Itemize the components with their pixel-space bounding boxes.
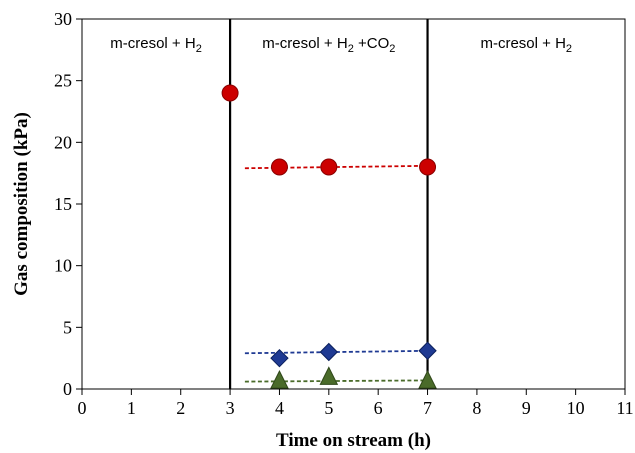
x-tick-label: 10 bbox=[567, 398, 585, 418]
trend-line bbox=[244, 379, 433, 383]
chart-labels: Time on stream (h) Gas composition (kPa) m… bbox=[11, 35, 572, 451]
region-label: m-cresol + H2 +CO2 bbox=[262, 35, 395, 55]
x-tick-label: 3 bbox=[226, 398, 235, 418]
data-point bbox=[418, 341, 437, 360]
axes: 0 1 2 3 4 5 6 7 8 9 10 11 0 5 10 15 20 25 30 bbox=[54, 9, 634, 418]
series-triangle bbox=[244, 366, 437, 389]
data-point bbox=[319, 342, 339, 362]
y-tick-label: 25 bbox=[54, 71, 72, 91]
x-tick-label: 11 bbox=[616, 398, 633, 418]
data-point bbox=[319, 366, 339, 385]
x-tick-label: 4 bbox=[275, 398, 284, 418]
y-axis-title: Gas composition (kPa) bbox=[11, 112, 32, 296]
data-point bbox=[270, 348, 289, 368]
trend-line bbox=[244, 349, 433, 355]
x-axis-title: Time on stream (h) bbox=[276, 430, 431, 451]
x-tick-label: 5 bbox=[324, 398, 333, 418]
x-tick-label: 0 bbox=[78, 398, 87, 418]
x-tick-label: 6 bbox=[374, 398, 383, 418]
region-label: m-cresol + H2 bbox=[110, 35, 202, 55]
plot-area bbox=[81, 18, 626, 390]
series-diamond bbox=[244, 341, 437, 368]
x-tick-label: 9 bbox=[522, 398, 531, 418]
x-tick-label: 1 bbox=[127, 398, 136, 418]
trend-line bbox=[244, 164, 433, 170]
y-tick-label: 30 bbox=[54, 9, 72, 29]
data-point bbox=[270, 369, 289, 389]
series-circle bbox=[221, 84, 437, 176]
data-point bbox=[270, 158, 288, 176]
data-point bbox=[418, 369, 437, 389]
x-tick-label: 8 bbox=[472, 398, 481, 418]
y-tick-label: 15 bbox=[54, 194, 72, 214]
data-point bbox=[419, 158, 437, 176]
y-tick-label: 0 bbox=[63, 379, 72, 399]
x-tick-label: 7 bbox=[423, 398, 432, 418]
x-tick-label: 2 bbox=[176, 398, 185, 418]
y-tick-label: 20 bbox=[54, 132, 72, 152]
data-point bbox=[221, 84, 239, 102]
plot-frame bbox=[81, 18, 626, 390]
y-tick-label: 5 bbox=[63, 317, 72, 337]
y-tick-label: 10 bbox=[54, 256, 72, 276]
region-label: m-cresol + H2 bbox=[480, 35, 572, 55]
data-point bbox=[320, 158, 338, 176]
chart-marks bbox=[221, 84, 437, 389]
